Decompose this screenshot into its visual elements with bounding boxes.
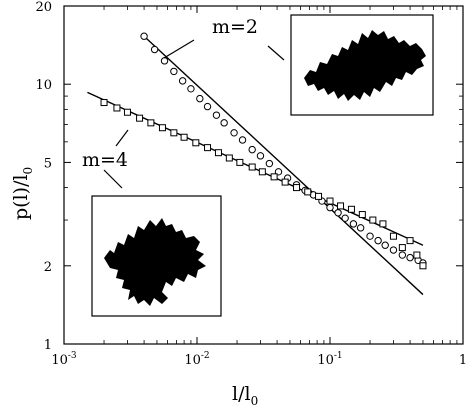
cluster-m2-image bbox=[304, 30, 426, 101]
data-point-circle bbox=[366, 232, 374, 240]
data-point-square bbox=[358, 211, 366, 219]
data-point-square bbox=[293, 184, 301, 192]
data-point-square bbox=[113, 104, 121, 112]
data-point-square bbox=[347, 205, 355, 213]
data-point-circle bbox=[398, 251, 407, 259]
cluster-m4-image bbox=[104, 218, 206, 306]
tick-marks bbox=[63, 5, 464, 345]
series-m2-markers bbox=[140, 32, 427, 267]
data-point-circle bbox=[150, 45, 159, 54]
x-tick-label: 10-1 bbox=[317, 351, 342, 368]
data-point-circle bbox=[248, 145, 256, 154]
data-point-square bbox=[258, 168, 266, 176]
data-point-square bbox=[192, 139, 200, 147]
y-tick-label: 5 bbox=[44, 156, 52, 171]
data-point-square bbox=[170, 129, 178, 137]
data-point-square bbox=[304, 188, 312, 196]
annotation-m2-pointer-right bbox=[267, 45, 285, 61]
data-point-circle bbox=[196, 94, 204, 103]
data-point-circle bbox=[187, 85, 195, 93]
data-point-square bbox=[398, 244, 406, 252]
data-point-square bbox=[270, 173, 278, 181]
fit-line-m2 bbox=[143, 35, 424, 296]
data-point-circle bbox=[178, 77, 187, 85]
data-point-square bbox=[248, 163, 256, 171]
data-point-circle bbox=[230, 129, 238, 137]
data-point-square bbox=[419, 262, 427, 270]
x-tick-label: 10-3 bbox=[51, 351, 77, 368]
data-point-circle bbox=[160, 57, 169, 65]
annotation-m2: m=2 bbox=[212, 16, 258, 38]
data-point-circle bbox=[212, 111, 221, 119]
data-point-square bbox=[158, 124, 166, 132]
series-m4-markers bbox=[100, 99, 427, 270]
data-point-square bbox=[389, 232, 397, 240]
data-point-circle bbox=[356, 224, 365, 232]
plot-frame bbox=[63, 5, 464, 345]
tick-labels: 10-3 10-2 10-1 1 1 2 5 10 20 bbox=[35, 0, 467, 368]
data-point-circle bbox=[406, 253, 414, 262]
data-point-square bbox=[214, 149, 222, 157]
y-axis-label: p(l)/l0 bbox=[10, 167, 35, 220]
data-point-circle bbox=[140, 32, 148, 40]
y-tick-label: 10 bbox=[35, 78, 52, 93]
data-point-circle bbox=[238, 136, 247, 144]
data-point-square bbox=[369, 216, 377, 224]
data-point-square bbox=[225, 154, 233, 162]
data-point-circle bbox=[326, 203, 334, 212]
data-point-circle bbox=[265, 159, 274, 168]
data-point-circle bbox=[220, 119, 228, 127]
data-point-circle bbox=[341, 214, 349, 222]
data-point-square bbox=[337, 202, 345, 210]
data-point-square bbox=[136, 114, 144, 122]
x-tick-label: 1 bbox=[459, 353, 467, 368]
data-point-circle bbox=[256, 152, 265, 160]
data-point-circle bbox=[334, 209, 342, 217]
annotation-m4: m=4 bbox=[82, 149, 128, 171]
annotation-m4-pointer-down bbox=[103, 169, 123, 189]
data-point-square bbox=[147, 119, 155, 127]
data-point-square bbox=[406, 237, 414, 245]
data-point-circle bbox=[170, 67, 178, 76]
annotation-m2-pointer-left bbox=[163, 39, 195, 59]
data-point-circle bbox=[389, 246, 398, 254]
data-point-square bbox=[315, 192, 323, 200]
data-point-square bbox=[379, 220, 387, 228]
y-tick-label: 1 bbox=[44, 338, 52, 353]
data-point-square bbox=[236, 158, 244, 166]
data-point-square bbox=[204, 144, 212, 152]
data-point-square bbox=[281, 178, 289, 186]
data-point-square bbox=[123, 108, 131, 116]
data-point-circle bbox=[374, 236, 382, 245]
y-tick-label: 20 bbox=[35, 0, 52, 15]
y-tick-label: 2 bbox=[44, 260, 52, 275]
data-point-circle bbox=[203, 102, 212, 111]
data-point-square bbox=[413, 251, 421, 259]
x-tick-label: 10-2 bbox=[184, 351, 209, 368]
data-point-square bbox=[100, 99, 108, 107]
inset-m4 bbox=[91, 195, 222, 317]
data-point-circle bbox=[381, 241, 389, 249]
annotation-m4-pointer-up bbox=[115, 129, 129, 147]
data-point-square bbox=[180, 133, 188, 141]
data-point-square bbox=[326, 197, 334, 205]
data-point-circle bbox=[349, 220, 358, 228]
inset-m2 bbox=[290, 14, 434, 116]
x-axis-label: l/l0 bbox=[232, 383, 258, 408]
